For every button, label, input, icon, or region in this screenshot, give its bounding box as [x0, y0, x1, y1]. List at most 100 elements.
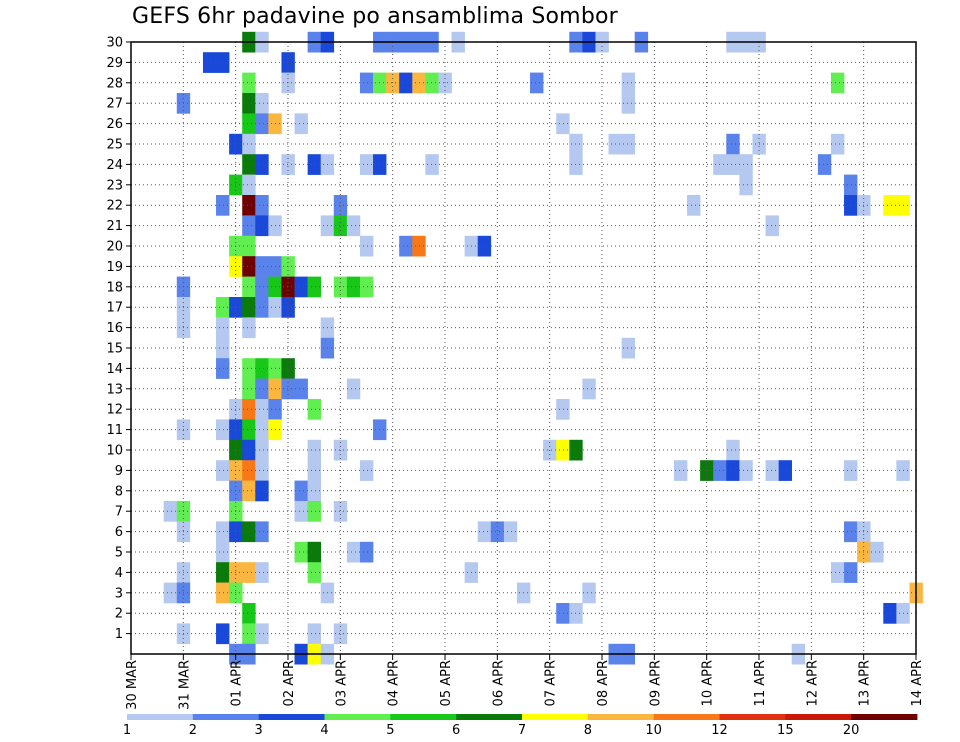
y-tick-label: 7	[115, 505, 123, 520]
legend-label: 2	[189, 723, 197, 738]
x-tick-label: 07 APR	[544, 660, 559, 706]
heatmap-cell	[242, 378, 256, 400]
heatmap-cell	[844, 521, 858, 543]
legend-swatch	[522, 714, 589, 720]
heatmap-cell	[765, 215, 779, 237]
heatmap-cell	[242, 235, 256, 257]
x-tick-label: 01 APR	[230, 660, 245, 706]
heatmap-cell	[242, 297, 256, 318]
heatmap-cell	[281, 378, 295, 400]
heatmap-cell	[255, 521, 269, 543]
legend-swatch	[127, 714, 194, 720]
y-tick-label: 4	[115, 566, 123, 581]
heatmap-cell	[255, 378, 269, 400]
heatmap-cell	[477, 235, 492, 257]
heatmap-cell	[242, 603, 256, 624]
heatmap-cell	[739, 154, 753, 175]
heatmap-cell	[216, 541, 230, 563]
heatmap-cell	[844, 195, 858, 216]
heatmap-cell	[307, 460, 322, 481]
y-tick-label: 17	[106, 301, 123, 316]
heatmap-cell	[359, 460, 374, 481]
heatmap-cell	[255, 562, 269, 583]
y-tick-label: 1	[115, 627, 123, 642]
heatmap-cell	[333, 623, 348, 645]
heatmap-cell	[255, 460, 269, 481]
legend-label: 4	[320, 723, 328, 738]
heatmap-cell	[346, 276, 361, 298]
heatmap-cell	[333, 195, 348, 216]
heatmap-cell	[255, 215, 269, 237]
x-tick-label: 11 APR	[753, 660, 768, 706]
heatmap-cell	[216, 317, 230, 339]
heatmap-cell	[844, 460, 858, 481]
heatmap-cell	[346, 541, 361, 563]
heatmap-cell	[333, 215, 348, 237]
heatmap-cell	[242, 317, 256, 339]
heatmap-cell	[399, 72, 413, 94]
heatmap-cell	[844, 174, 858, 196]
heatmap-cell	[765, 460, 779, 481]
legend-label: 15	[777, 723, 794, 738]
heatmap-cell	[726, 154, 740, 175]
x-tick-label: 30 MAR	[125, 660, 140, 710]
legend-swatch	[587, 714, 655, 720]
legend-swatch	[653, 714, 720, 720]
x-tick-label: 10 APR	[701, 660, 716, 706]
heatmap-cell	[883, 195, 897, 216]
heatmap-cell	[216, 623, 230, 645]
legend-swatch	[785, 714, 852, 720]
heatmap-cell	[556, 603, 570, 624]
heatmap-cell	[307, 562, 322, 583]
heatmap-cell	[307, 276, 322, 298]
heatmap-cell	[883, 603, 897, 624]
heatmap-cell	[255, 358, 269, 379]
heatmap-cell	[307, 501, 322, 522]
x-tick-label: 05 APR	[439, 660, 454, 706]
heatmap-cell	[307, 623, 322, 645]
heatmap-cell	[242, 72, 256, 94]
heatmap-cell	[621, 337, 636, 359]
legend-label: 5	[386, 723, 394, 738]
heatmap-cell	[830, 133, 845, 155]
y-tick-label: 28	[106, 76, 123, 91]
y-tick-label: 12	[106, 403, 123, 418]
heatmap-cell	[412, 72, 426, 94]
heatmap-cell	[255, 154, 269, 175]
x-tick-label: 14 APR	[910, 660, 925, 706]
heatmap-cell	[255, 623, 269, 645]
heatmap-cell	[830, 72, 845, 94]
y-tick-label: 29	[106, 56, 123, 71]
y-tick-label: 3	[115, 586, 123, 601]
heatmap-cell	[242, 93, 256, 114]
x-tick-label: 12 APR	[805, 660, 820, 706]
x-tick-label: 31 MAR	[177, 660, 192, 710]
heatmap-cell	[163, 582, 178, 604]
heatmap-cell	[582, 582, 596, 604]
heatmap-cell	[281, 154, 295, 175]
heatmap-cell	[216, 52, 230, 73]
legend-swatch	[258, 714, 325, 720]
heatmap-cell	[294, 378, 308, 400]
heatmap-cell	[255, 113, 269, 135]
heatmap-cell	[425, 154, 439, 175]
legend-swatch	[719, 714, 786, 720]
heatmap-cell	[242, 480, 256, 502]
heatmap-cell	[307, 541, 322, 563]
heatmap-cell	[582, 378, 596, 400]
y-tick-label: 6	[115, 525, 123, 540]
heatmap-cell	[307, 399, 322, 420]
heatmap-cell	[739, 460, 753, 481]
heatmap-cell	[255, 399, 269, 420]
heatmap-cell	[242, 623, 256, 645]
heatmap-cell	[425, 72, 439, 94]
x-tick-label: 08 APR	[596, 660, 611, 706]
heatmap-cell	[242, 256, 256, 277]
heatmap-cell	[294, 541, 308, 563]
heatmap-cell	[346, 378, 361, 400]
heatmap-cell	[242, 358, 256, 379]
y-tick-label: 22	[106, 199, 123, 214]
heatmap-cell	[412, 235, 426, 257]
heatmap-cell	[621, 133, 636, 155]
